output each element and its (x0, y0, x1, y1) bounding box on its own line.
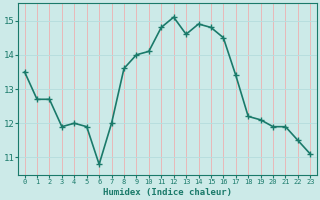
X-axis label: Humidex (Indice chaleur): Humidex (Indice chaleur) (103, 188, 232, 197)
